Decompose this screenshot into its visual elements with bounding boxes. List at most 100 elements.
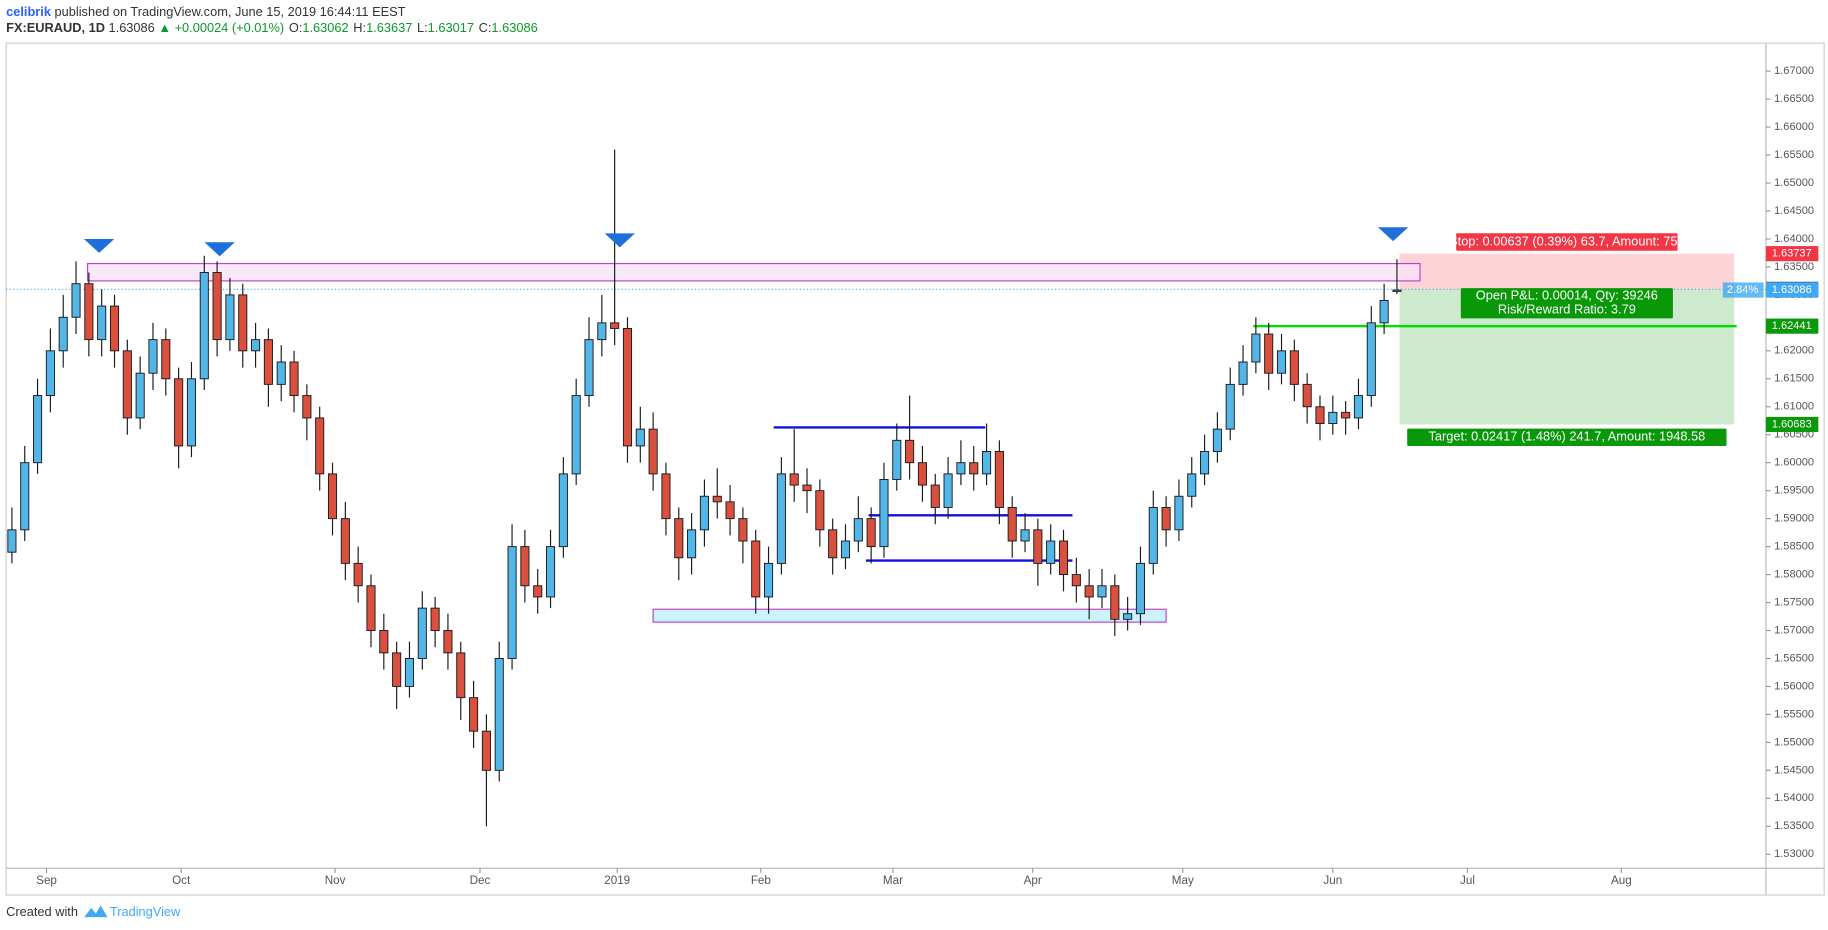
candle-body: [1033, 529, 1043, 564]
change-box: [1722, 282, 1764, 298]
y-tick-label: 1.61500: [1774, 373, 1814, 385]
candle-body: [725, 501, 735, 520]
stop-price: 1.63737: [1772, 248, 1812, 260]
x-tick-label: Dec: [470, 874, 491, 887]
y-tick-label: 1.57000: [1774, 624, 1814, 636]
candle-body: [1366, 322, 1376, 397]
ohlc-label: C:: [479, 21, 492, 36]
candle-body: [148, 339, 158, 374]
candle-body: [379, 630, 389, 654]
candle-body: [764, 562, 774, 598]
candle-body: [186, 378, 196, 447]
footer-text: Created with: [6, 904, 78, 919]
candle-body: [751, 540, 761, 598]
marker: [604, 233, 635, 248]
y-tick-label: 1.55500: [1774, 708, 1814, 720]
marker: [204, 242, 235, 257]
y-tick-label: 1.55000: [1774, 736, 1814, 748]
stop-text: Stop: 0.00637 (0.39%) 63.7, Amount: 750: [1449, 233, 1685, 248]
symbol-line: FX:EURAUD, 1D 1.63086 ▲ +0.00024 (+0.01%…: [6, 21, 538, 36]
candle-body: [1289, 350, 1299, 385]
candle-body: [20, 462, 30, 531]
y-tick-label: 1.54500: [1774, 764, 1814, 776]
y-tick-label: 1.57500: [1774, 596, 1814, 608]
ohlc-value: 1.63086: [491, 21, 537, 36]
x-tick-label: Feb: [751, 874, 771, 887]
ohlc-value: 1.63017: [428, 21, 474, 36]
candle-body: [866, 518, 876, 548]
candle-body: [302, 395, 312, 419]
candle-body: [456, 652, 466, 699]
candle-body: [353, 562, 363, 587]
ohlc: O:1.63062 H:1.63637 L:1.63017 C:1.63086: [289, 21, 538, 36]
y-tick-label: 1.65500: [1774, 149, 1814, 161]
candle-body: [1353, 395, 1364, 419]
y-tick-label: 1.66000: [1774, 121, 1814, 133]
candle-body: [392, 652, 402, 687]
candle-body: [7, 529, 17, 553]
candle-body: [1007, 506, 1017, 542]
candle-body: [1110, 585, 1120, 620]
header-line: celibrik published on TradingView.com, J…: [6, 4, 406, 19]
y-tick-label: 1.53000: [1774, 848, 1814, 860]
candle-body: [879, 479, 889, 548]
candle-body: [520, 546, 530, 587]
candle-body: [71, 283, 81, 318]
marker: [1377, 227, 1409, 242]
candle-body: [263, 339, 273, 385]
candle-body: [276, 361, 286, 385]
x-tick-label: 2019: [604, 874, 630, 887]
candle-body: [417, 607, 427, 659]
footer-brand: TradingView: [110, 904, 181, 919]
candle-body: [33, 395, 43, 464]
candle-body: [289, 361, 299, 397]
candle-body: [905, 439, 915, 464]
stop-price-box: [1765, 246, 1819, 262]
candle-body: [815, 490, 825, 531]
stop-zone: [1399, 253, 1735, 290]
candle-body: [840, 540, 851, 559]
marker: [83, 238, 115, 253]
candle-body: [956, 462, 966, 475]
candle-body: [238, 294, 248, 352]
y-tick-label: 1.60000: [1774, 457, 1814, 469]
zone: [652, 608, 1167, 623]
candle-body: [1200, 451, 1210, 475]
logo: [84, 905, 108, 918]
candle-body: [58, 316, 68, 352]
candle-body: [635, 428, 645, 447]
y-tick-label: 1.64500: [1774, 205, 1814, 217]
candle-body: [225, 294, 235, 341]
candle-body: [982, 451, 992, 475]
candle-body: [699, 495, 709, 531]
y-tick-label: 1.66500: [1774, 93, 1814, 105]
candle-body: [622, 327, 633, 447]
level-price: 1.62441: [1772, 320, 1812, 332]
x-tick-label: Mar: [883, 874, 903, 887]
candle-body: [1020, 529, 1030, 542]
rr-text: Risk/Reward Ratio: 3.79: [1498, 302, 1636, 317]
candle-body: [610, 322, 620, 329]
candle-body: [340, 518, 350, 564]
change: ▲ +0.00024 (+0.01%): [158, 21, 284, 36]
candle-body: [1315, 406, 1325, 425]
candle-body: [1148, 506, 1158, 564]
candle-body: [315, 417, 325, 475]
ohlc-label: L:: [417, 21, 428, 36]
y-tick-label: 1.56500: [1774, 652, 1814, 664]
candle-body: [45, 350, 55, 397]
candle-body: [430, 607, 440, 631]
candle-body: [327, 473, 338, 520]
ohlc-value: 1.63062: [302, 21, 348, 36]
candle-body: [443, 630, 453, 654]
candle-body: [1135, 562, 1145, 615]
y-tick-label: 1.63500: [1774, 261, 1814, 273]
candle-body: [943, 473, 953, 508]
y-tick-label: 1.58500: [1774, 541, 1814, 553]
y-tick-label: 1.59000: [1774, 513, 1814, 525]
y-tick-label: 1.62000: [1774, 345, 1814, 357]
last-price: 1.63086: [1772, 284, 1812, 296]
candle-body: [494, 658, 504, 771]
candle-body: [892, 439, 902, 480]
